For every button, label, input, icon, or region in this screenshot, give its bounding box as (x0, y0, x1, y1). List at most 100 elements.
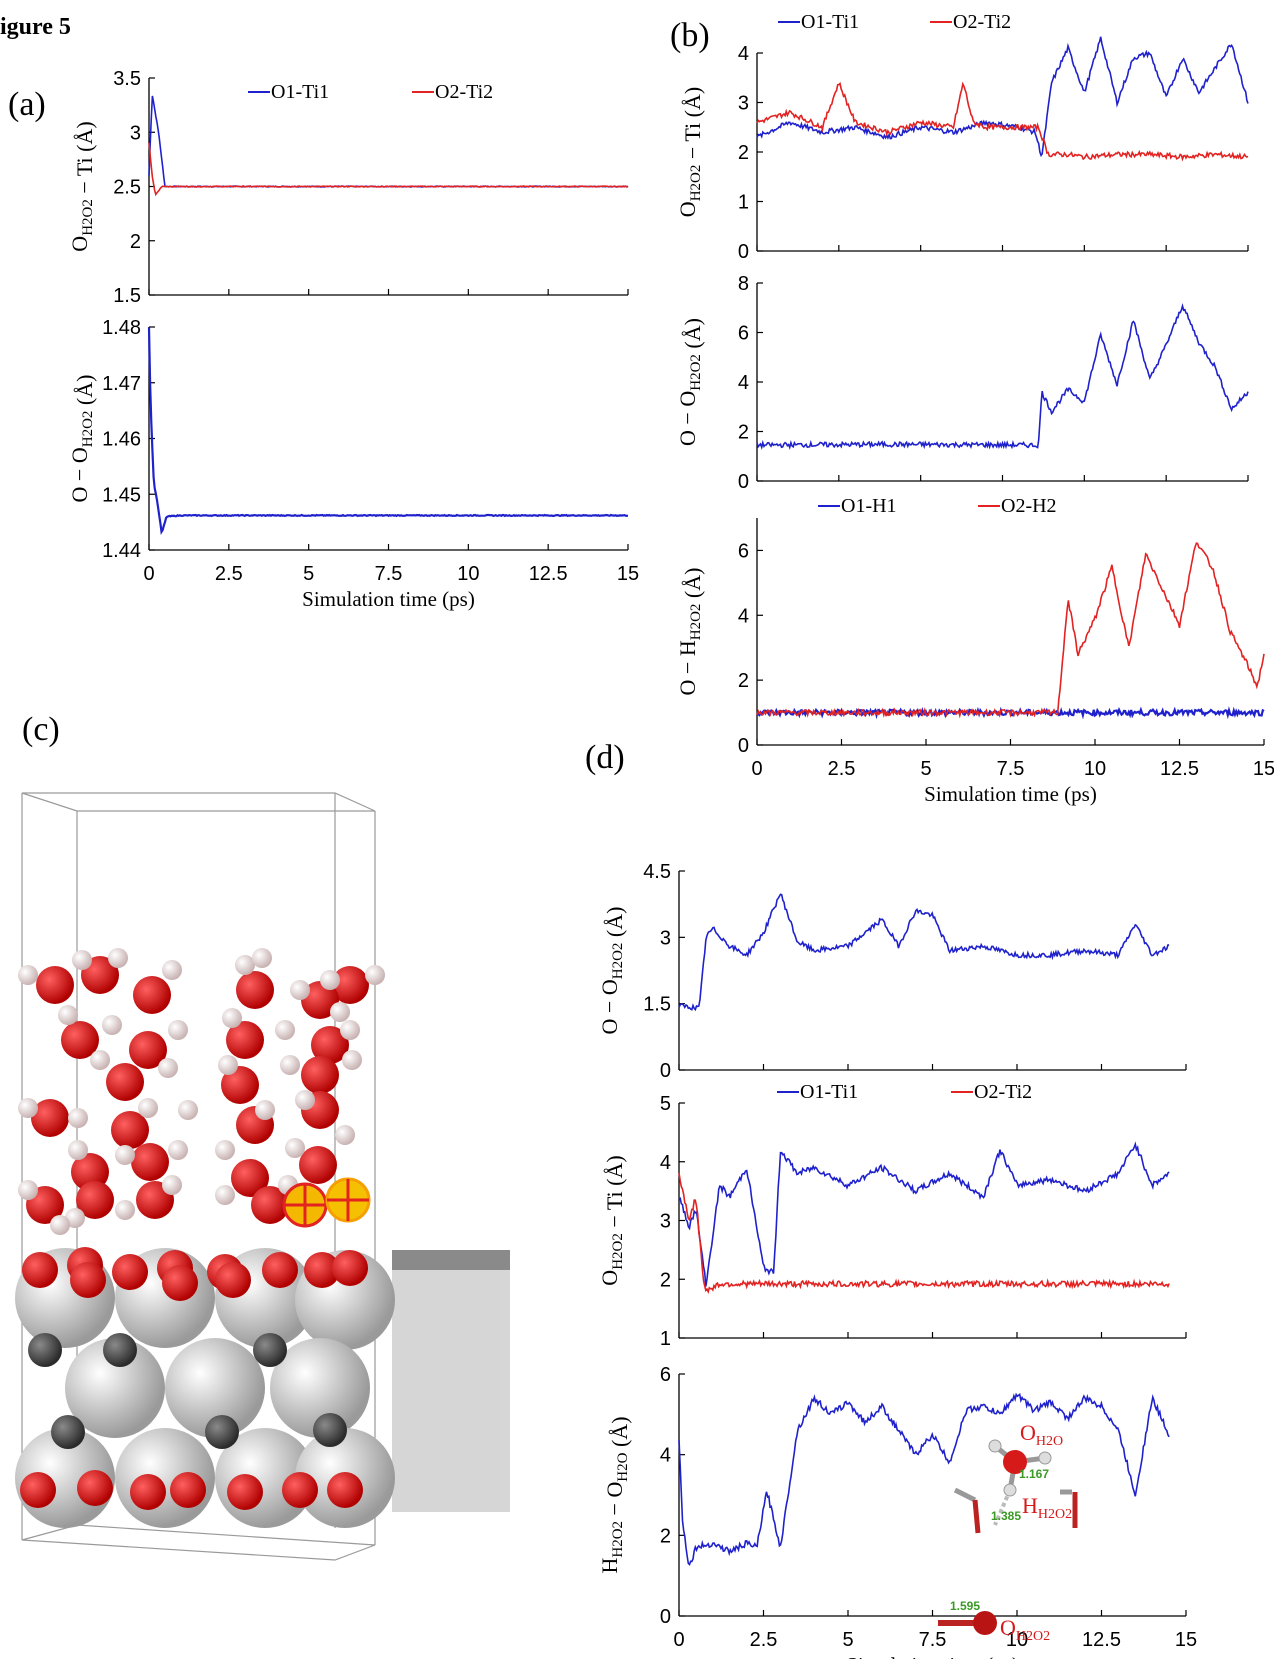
surface-o-atoms (20, 1247, 368, 1510)
x-tick-label: 0 (751, 758, 762, 780)
water-h-atom (285, 1138, 305, 1158)
ti-atom (165, 1338, 265, 1438)
chart-b-bot: 0 2 4 6 0 2.5 5 7.5 10 12.5 15 Simulation time (ps)… (675, 495, 1274, 806)
legend-label: O1-Ti1 (271, 81, 329, 103)
y-tick-label: 0 (738, 471, 749, 493)
series-line-o1-ti1 (148, 95, 629, 188)
x-tick-label: 10 (1084, 758, 1106, 780)
water-h-atom (320, 970, 340, 990)
y-tick-label: 6 (738, 540, 749, 562)
series-line-o-o (147, 327, 629, 535)
water-h-atom (168, 1140, 188, 1160)
y-tick-label: 1.47 (102, 373, 141, 395)
water-h-atom (18, 965, 38, 985)
surface-o-atom (282, 1472, 318, 1508)
y-tick-label: 3 (660, 927, 671, 949)
surface-o-atom (304, 1252, 340, 1288)
water-o-atom (61, 1021, 99, 1059)
water-h-atom (138, 1098, 158, 1118)
water-o-atom (231, 1159, 269, 1197)
water-h-atom (108, 948, 128, 968)
y-tick-label: 4 (660, 1445, 671, 1467)
water-h-atom (178, 1100, 198, 1120)
series-line-h-o (678, 1392, 1170, 1566)
water-h-atom (158, 1058, 178, 1078)
water-o-atom (133, 976, 171, 1014)
series-line-o2-ti2 (148, 142, 629, 197)
label-h-h2o2: HH2O2 (1022, 1493, 1072, 1522)
y-tick-label: 2 (738, 422, 749, 444)
noise-strip (392, 1250, 510, 1270)
legend-label: O1-H1 (841, 495, 897, 517)
x-tick-label: 15 (617, 563, 639, 585)
axis-label-y: O − OH2O2 (Å) (597, 907, 627, 1035)
water-h-atom (295, 1090, 315, 1110)
x-tick-label: 0 (143, 563, 154, 585)
water-h-atom (218, 1055, 238, 1075)
axis-label-x: Simulation time (ps) (302, 587, 475, 611)
water-o-atom (129, 1031, 167, 1069)
chart-a-bot: 1.44 1.45 1.46 1.47 1.48 0 2.5 5 7.5 10 12.5 15 Simu… (67, 317, 639, 611)
axis-label-y: HH2O2 − OH2O (Å) (597, 1416, 632, 1573)
x-tick-label: 7.5 (997, 758, 1025, 780)
y-tick-label: 1.44 (102, 540, 141, 562)
x-tick-label: 15 (1175, 1629, 1197, 1651)
series-line-o2-ti2 (678, 1172, 1170, 1295)
y-tick-label: 1.48 (102, 317, 141, 339)
legend-label: O2-H2 (1001, 495, 1057, 517)
axis-label-x: Simulation time (ps) (846, 1653, 1019, 1659)
water-h-atom (90, 1050, 110, 1070)
water-o-atom (111, 1111, 149, 1149)
x-tick-label: 10 (457, 563, 479, 585)
water-h-atom (18, 1098, 38, 1118)
surface-o-atom (112, 1254, 148, 1290)
surface-o-atom (327, 1472, 363, 1508)
series-line-o2-h2 (756, 542, 1265, 719)
y-tick-label: 1 (660, 1328, 671, 1350)
y-tick-label: 4 (660, 1152, 671, 1174)
panel-label-a: (a) (8, 86, 46, 123)
water-o-atom (301, 1056, 339, 1094)
water-h-atom (335, 1125, 355, 1145)
water-h-atom (255, 1100, 275, 1120)
x-tick-label: 5 (303, 563, 314, 585)
molecular-structure (15, 792, 510, 1561)
water-h-atom (115, 1145, 135, 1165)
c-atom (103, 1333, 137, 1367)
water-h-atom (68, 1108, 88, 1128)
series-line-o1-ti1 (678, 1141, 1170, 1287)
y-tick-label: 4 (738, 372, 749, 394)
figure-title: igure 5 (0, 14, 71, 40)
surface-o-atom (70, 1262, 106, 1298)
y-tick-label: 2 (660, 1525, 671, 1547)
water-o-atom (106, 1063, 144, 1101)
x-tick-label: 5 (920, 758, 931, 780)
y-tick-label: 1.5 (113, 285, 141, 307)
axis-label-y: O − OH2O2 (Å) (675, 318, 705, 446)
water-h-atom (235, 955, 255, 975)
x-tick-label: 12.5 (1160, 758, 1199, 780)
water-o-atom (31, 1099, 69, 1137)
series-line-o-o (678, 893, 1170, 1012)
ti-atom (270, 1338, 370, 1438)
y-tick-label: 1 (738, 192, 749, 214)
x-tick-label: 12.5 (529, 563, 568, 585)
water-h-atom (290, 980, 310, 1000)
y-tick-label: 6 (738, 323, 749, 345)
x-tick-label: 10 (1006, 1629, 1028, 1651)
axis-label-y: OH2O2 − Ti (Å) (67, 121, 97, 251)
axis-label-x: Simulation time (ps) (924, 782, 1097, 806)
dist-1: 1.167 (1019, 1467, 1049, 1481)
chart-a-top: 1.5 2 2.5 3 3.5 OH2O2 − Ti (Å) O1-Ti1 O2-Ti2 (67, 68, 629, 307)
y-tick-label: 0 (660, 1606, 671, 1628)
c-atom (313, 1413, 347, 1447)
x-tick-label: 7.5 (919, 1629, 947, 1651)
water-h-atom (18, 1180, 38, 1200)
panel-label-c: (c) (22, 711, 60, 748)
y-tick-label: 4.5 (643, 861, 671, 883)
inset-o-h2o (1003, 1450, 1027, 1474)
y-tick-label: 5 (660, 1093, 671, 1115)
water-h-atom (58, 1005, 78, 1025)
series-line-o1-h1 (756, 706, 1265, 720)
